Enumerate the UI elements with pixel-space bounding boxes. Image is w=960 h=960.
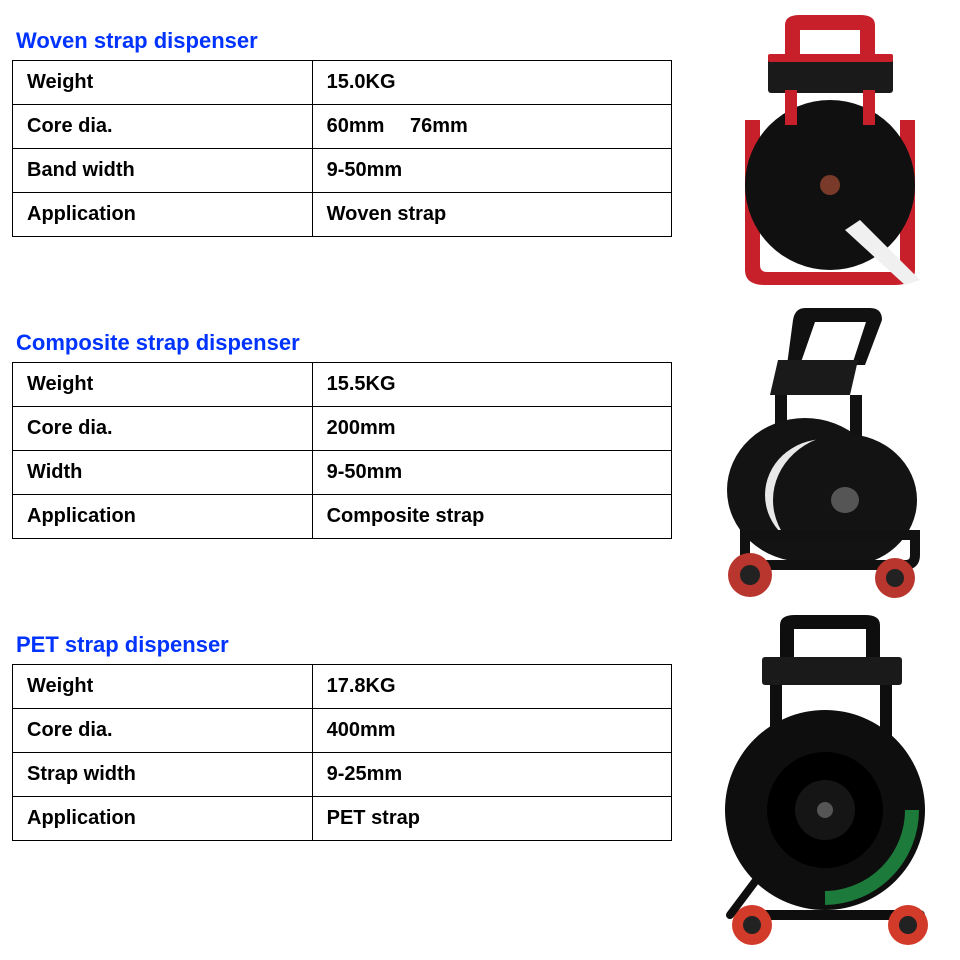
spec-value: 9-50mm — [312, 149, 671, 193]
table-row: Core dia. 200mm — [13, 407, 672, 451]
spec-value: 15.0KG — [312, 61, 671, 105]
spec-label: Core dia. — [13, 105, 313, 149]
spec-value: 9-25mm — [312, 753, 671, 797]
spec-value: 17.8KG — [312, 665, 671, 709]
product-image-composite — [690, 300, 950, 600]
product-image-woven — [690, 10, 950, 295]
table-row: Strap width 9-25mm — [13, 753, 672, 797]
spec-value: 200mm — [312, 407, 671, 451]
product-image-pet — [690, 615, 950, 945]
spec-label: Application — [13, 193, 313, 237]
table-row: Band width 9-50mm — [13, 149, 672, 193]
table-row: Weight 15.5KG — [13, 363, 672, 407]
spec-label: Strap width — [13, 753, 313, 797]
spec-label: Band width — [13, 149, 313, 193]
spec-value: 400mm — [312, 709, 671, 753]
spec-value: Composite strap — [312, 495, 671, 539]
section-woven: Woven strap dispenser Weight 15.0KG Core… — [12, 28, 672, 237]
spec-label: Weight — [13, 363, 313, 407]
table-row: Core dia. 400mm — [13, 709, 672, 753]
spec-label: Application — [13, 797, 313, 841]
spec-value: 15.5KG — [312, 363, 671, 407]
table-row: Weight 15.0KG — [13, 61, 672, 105]
spec-label: Core dia. — [13, 709, 313, 753]
section-title: PET strap dispenser — [12, 632, 672, 658]
table-row: Weight 17.8KG — [13, 665, 672, 709]
spec-label: Weight — [13, 61, 313, 105]
table-row: Application PET strap — [13, 797, 672, 841]
spec-label: Core dia. — [13, 407, 313, 451]
section-composite: Composite strap dispenser Weight 15.5KG … — [12, 330, 672, 539]
spec-label: Application — [13, 495, 313, 539]
table-row: Width 9-50mm — [13, 451, 672, 495]
table-row: Application Woven strap — [13, 193, 672, 237]
spec-table-composite: Weight 15.5KG Core dia. 200mm Width 9-50… — [12, 362, 672, 539]
spec-table-pet: Weight 17.8KG Core dia. 400mm Strap widt… — [12, 664, 672, 841]
table-row: Core dia. 60mm 76mm — [13, 105, 672, 149]
spec-value: PET strap — [312, 797, 671, 841]
spec-value: 60mm 76mm — [312, 105, 671, 149]
spec-value: Woven strap — [312, 193, 671, 237]
section-title: Woven strap dispenser — [12, 28, 672, 54]
spec-value: 9-50mm — [312, 451, 671, 495]
table-row: Application Composite strap — [13, 495, 672, 539]
spec-label: Width — [13, 451, 313, 495]
spec-label: Weight — [13, 665, 313, 709]
section-pet: PET strap dispenser Weight 17.8KG Core d… — [12, 632, 672, 841]
section-title: Composite strap dispenser — [12, 330, 672, 356]
spec-table-woven: Weight 15.0KG Core dia. 60mm 76mm Band w… — [12, 60, 672, 237]
